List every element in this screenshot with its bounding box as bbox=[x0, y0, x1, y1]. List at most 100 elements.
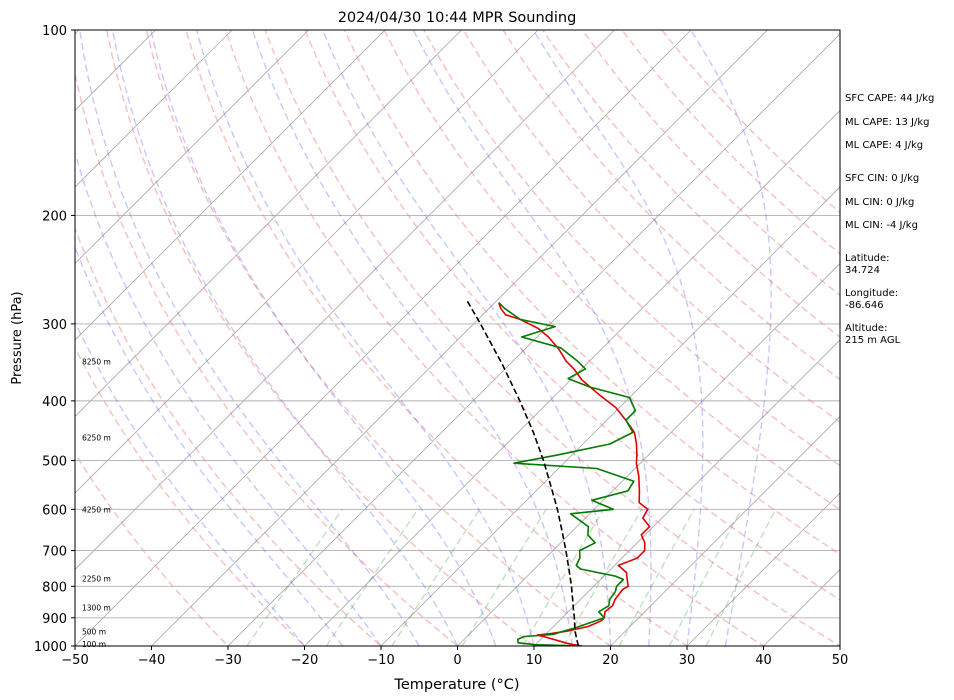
isotherm-line bbox=[686, 492, 840, 646]
isotherm-line bbox=[75, 30, 233, 188]
height-label: 1300 m bbox=[82, 604, 111, 613]
moist-adiabat-line bbox=[412, 30, 652, 646]
dry-adiabat-line bbox=[75, 70, 459, 646]
dry-adiabat-line bbox=[75, 451, 229, 646]
isotherm-line bbox=[75, 30, 386, 341]
y-tick-label: 900 bbox=[42, 612, 67, 627]
moist-adiabat-line bbox=[75, 320, 306, 646]
y-tick-label: 600 bbox=[42, 503, 67, 518]
background-lines bbox=[75, 30, 840, 646]
moist-adiabat-line bbox=[79, 30, 420, 646]
isotherm-line bbox=[75, 30, 692, 646]
mixing-ratio-line bbox=[325, 508, 419, 646]
mixing-ratio-line bbox=[246, 508, 343, 646]
x-axis-label: Temperature (°C) bbox=[393, 677, 519, 693]
x-tick-label: −40 bbox=[138, 653, 165, 668]
height-label: 2250 m bbox=[82, 574, 111, 583]
moist-adiabat-line bbox=[75, 150, 382, 646]
x-tick-label: 0 bbox=[453, 653, 461, 668]
x-tick-label: −20 bbox=[291, 653, 318, 668]
x-tick-label: 20 bbox=[602, 653, 619, 668]
x-tick-label: −10 bbox=[367, 653, 394, 668]
moist-adiabat-line bbox=[251, 30, 573, 646]
ml-cin-text-2: ML CIN: -4 J/kg bbox=[845, 220, 918, 231]
height-label: 4250 m bbox=[82, 505, 111, 514]
isotherm-line bbox=[75, 30, 539, 494]
dry-adiabat-line bbox=[105, 30, 536, 646]
latitude-label: Latitude: bbox=[845, 253, 890, 264]
dry-adiabat-line bbox=[343, 30, 840, 556]
dry-adiabat-line bbox=[423, 30, 840, 467]
y-tick-label: 300 bbox=[42, 318, 67, 333]
height-label: 8250 m bbox=[82, 357, 111, 366]
ml-cin-text: ML CIN: 0 J/kg bbox=[845, 197, 915, 208]
latitude-value: 34.724 bbox=[845, 265, 880, 276]
sfc-cape-text: SFC CAPE: 44 J/kg bbox=[845, 93, 935, 104]
height-label: 500 m bbox=[82, 628, 106, 637]
y-tick-label: 200 bbox=[42, 209, 67, 224]
dry-adiabat-line bbox=[75, 346, 306, 646]
ml-cape-text-2: ML CAPE: 4 J/kg bbox=[845, 140, 924, 151]
x-tick-label: −30 bbox=[214, 653, 241, 668]
mixing-ratio-line bbox=[461, 508, 547, 646]
mixing-ratio-line bbox=[562, 508, 643, 646]
y-tick-label: 500 bbox=[42, 455, 67, 470]
chart-title: 2024/04/30 10:44 MPR Sounding bbox=[338, 10, 577, 26]
isotherm-line bbox=[533, 339, 840, 646]
isotherm-line bbox=[457, 262, 840, 646]
dry-adiabat-line bbox=[383, 30, 840, 511]
x-tick-label: 40 bbox=[755, 653, 772, 668]
dry-adiabat-line bbox=[304, 30, 840, 601]
y-tick-label: 800 bbox=[42, 580, 67, 595]
height-label: 6250 m bbox=[82, 434, 111, 443]
isotherm-line bbox=[610, 415, 840, 646]
longitude-value: -86.646 bbox=[845, 300, 884, 311]
y-tick-label: 700 bbox=[42, 545, 67, 560]
height-label: 100 m bbox=[82, 640, 106, 649]
isotherm-line bbox=[380, 186, 840, 646]
dry-adiabat-line bbox=[185, 30, 689, 646]
y-tick-label: 400 bbox=[42, 395, 67, 410]
x-tick-label: 10 bbox=[526, 653, 543, 668]
altitude-label: Altitude: bbox=[845, 323, 888, 334]
height-labels: 100 m 500 m 1300 m 2250 m 4250 m 6250 m 8250 m bbox=[82, 357, 111, 649]
mixing-ratio-line bbox=[668, 508, 742, 646]
temperature-line bbox=[498, 302, 651, 646]
mixing-ratio-line bbox=[522, 508, 605, 646]
sfc-cin-text: SFC CIN: 0 J/kg bbox=[845, 173, 920, 184]
mixing-ratio-line bbox=[705, 508, 777, 646]
x-tick-label: −50 bbox=[61, 653, 88, 668]
isotherm-line bbox=[75, 30, 462, 418]
y-axis: 100 200 300 400 500 600 700 800 900 1000 bbox=[34, 24, 75, 655]
dry-adiabat-line bbox=[145, 30, 612, 646]
moist-adiabat-line bbox=[75, 245, 344, 646]
longitude-label: Longitude: bbox=[845, 288, 899, 299]
moist-adiabat-line bbox=[690, 30, 772, 646]
isotherm-line bbox=[227, 33, 840, 646]
moist-adiabat-line bbox=[111, 30, 459, 646]
dry-adiabat-line bbox=[224, 30, 765, 646]
x-tick-label: 30 bbox=[679, 653, 696, 668]
moist-adiabat-line bbox=[532, 30, 704, 646]
x-tick-label: 50 bbox=[832, 653, 849, 668]
y-axis-label: Pressure (hPa) bbox=[10, 291, 25, 384]
dry-adiabat-line bbox=[264, 30, 840, 646]
isotherm-line bbox=[75, 30, 309, 265]
y-tick-label: 100 bbox=[42, 24, 67, 39]
plot-frame bbox=[74, 29, 841, 647]
dry-adiabat-line bbox=[75, 226, 383, 646]
y-tick-label: 1000 bbox=[34, 640, 67, 655]
ml-cape-text: ML CAPE: 13 J/kg bbox=[845, 117, 930, 128]
moist-adiabat-line bbox=[150, 30, 497, 646]
dewpoint-line bbox=[498, 302, 637, 646]
x-axis: −50 −40 −30 −20 −10 0 10 20 30 40 50 bbox=[61, 646, 848, 668]
dry-adiabat-line bbox=[462, 30, 840, 424]
isotherm-line bbox=[75, 30, 615, 571]
isotherm-line bbox=[151, 30, 768, 646]
mixing-ratio-line bbox=[618, 508, 695, 646]
sounding-series bbox=[466, 300, 651, 646]
altitude-value: 215 m AGL bbox=[845, 335, 901, 346]
mixing-ratio-line bbox=[391, 508, 481, 646]
moist-adiabat-line bbox=[195, 30, 535, 646]
